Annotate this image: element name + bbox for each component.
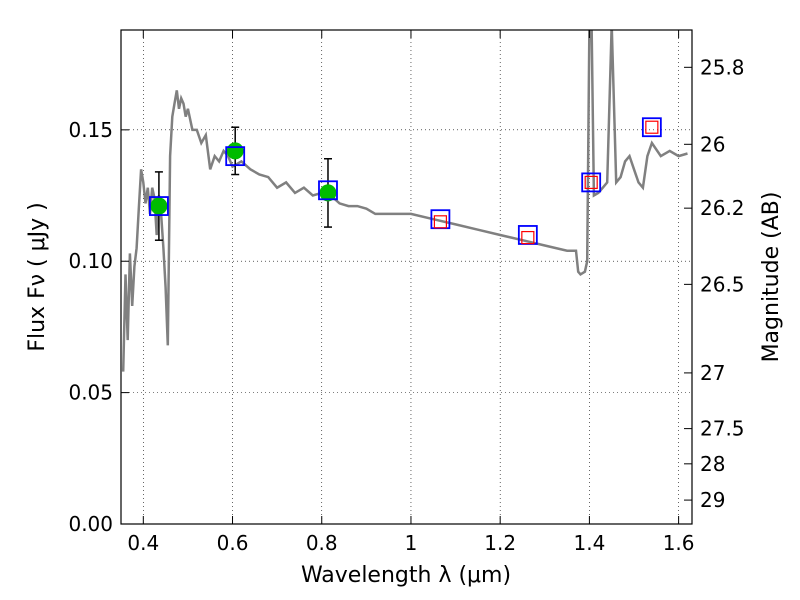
errorbars [154, 126, 332, 241]
y-tick-label: 0.05 [68, 381, 113, 405]
mag-tick-label: 26.2 [700, 196, 745, 220]
model-sed-line [121, 30, 688, 372]
x-tick-label: 0.4 [127, 531, 159, 555]
magnitude-tick-labels: 25.8 26 26.2 26.5 27 27.5 28 29 [700, 55, 745, 512]
mag-tick-label: 26 [700, 132, 725, 156]
model-box-marker [318, 180, 338, 201]
observed-point [150, 197, 168, 215]
plot-content [121, 30, 688, 372]
predicted-marker [645, 120, 659, 134]
grid [121, 30, 692, 524]
y2-axis-label: Magnitude (AB) [759, 192, 784, 363]
mag-tick-label: 25.8 [700, 55, 745, 79]
predicted-marker [521, 230, 535, 245]
x-tick-label: 1.4 [573, 531, 605, 555]
y-tick-label: 0.15 [68, 118, 113, 142]
plot-frame [120, 29, 693, 525]
mag-tick-label: 26.5 [700, 272, 745, 296]
model-box-marker [581, 172, 602, 193]
y-axis-label: Flux Fν ( μJy ) [25, 202, 50, 351]
predicted-marker [584, 175, 598, 190]
mag-tick-label: 27 [700, 361, 725, 385]
model-box-marker [225, 146, 246, 167]
y-tick-label: 0.00 [68, 512, 113, 536]
y-tick-label: 0.10 [68, 249, 113, 273]
x-tick-label: 0.6 [217, 531, 249, 555]
x-tick-label: 1.6 [663, 531, 695, 555]
predicted-boxes [433, 120, 659, 245]
x-tick-label: 0.8 [306, 531, 338, 555]
predicted-marker [433, 215, 448, 229]
model-boxes [149, 117, 662, 245]
observed-point [226, 142, 244, 160]
ticks [121, 30, 692, 525]
model-box-marker [149, 196, 169, 216]
mag-tick-label: 29 [700, 488, 725, 512]
x-tick-label: 1.2 [484, 531, 516, 555]
x-axis-label: Wavelength λ (μm) [301, 563, 511, 588]
mag-tick-label: 27.5 [700, 417, 745, 441]
mag-tick-label: 28 [700, 452, 725, 476]
y-tick-labels: 0.00 0.05 0.10 0.15 [68, 118, 113, 536]
model-box-marker [641, 117, 662, 138]
x-tick-label: 1 [405, 531, 418, 555]
observed-point [319, 184, 337, 202]
x-tick-labels: 0.4 0.6 0.8 1 1.2 1.4 1.6 [127, 531, 694, 555]
